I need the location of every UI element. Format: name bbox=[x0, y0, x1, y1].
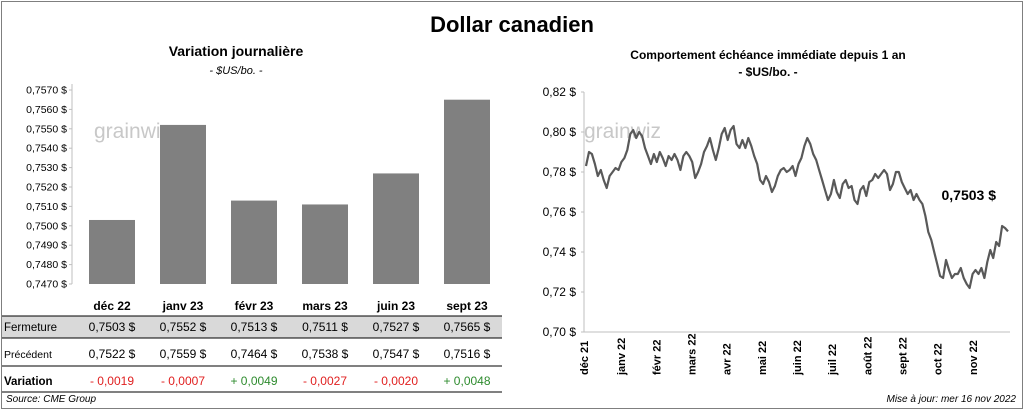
line-xtick-label: janv 22 bbox=[616, 338, 628, 376]
line-xtick-label: juin 22 bbox=[792, 340, 804, 376]
line-xtick-label: juil 22 bbox=[827, 344, 839, 376]
line-ytick-label: 0,72 $ bbox=[543, 285, 577, 299]
line-xtick-label: avr 22 bbox=[722, 343, 734, 375]
table-row-label: Précédent bbox=[4, 349, 52, 361]
bar-ytick-label: 0,7550 $ bbox=[26, 123, 67, 135]
bar-category-label: déc 22 bbox=[93, 299, 131, 313]
table-cell: - 0,0019 bbox=[90, 374, 134, 388]
bar bbox=[444, 99, 490, 284]
bar-category-label: sept 23 bbox=[446, 299, 488, 313]
bar-chart-subtitle: - $US/bo. - bbox=[209, 65, 263, 77]
bar-category-label: juin 23 bbox=[376, 299, 415, 313]
page-title: Dollar canadien bbox=[430, 12, 594, 37]
line-xtick-label: mars 22 bbox=[687, 333, 699, 375]
table-cell: 0,7522 $ bbox=[89, 347, 136, 361]
line-ytick-label: 0,78 $ bbox=[543, 165, 577, 179]
bar-ytick-label: 0,7510 $ bbox=[26, 201, 67, 213]
line-ytick-label: 0,76 $ bbox=[543, 205, 577, 219]
bar-category-label: mars 23 bbox=[302, 299, 348, 313]
bar-ytick-label: 0,7540 $ bbox=[26, 143, 67, 155]
update-note: Mise à jour: mer 16 nov 2022 bbox=[886, 394, 1016, 405]
bar-ytick-label: 0,7530 $ bbox=[26, 162, 67, 174]
table-cell: 0,7538 $ bbox=[302, 347, 349, 361]
table-cell: 0,7513 $ bbox=[231, 320, 278, 334]
series-line bbox=[584, 124, 1009, 290]
line-xtick-label: déc 21 bbox=[579, 341, 591, 375]
table-cell: 0,7547 $ bbox=[373, 347, 420, 361]
table-cell: 0,7559 $ bbox=[160, 347, 207, 361]
bar-ytick-label: 0,7520 $ bbox=[26, 182, 67, 194]
line-xtick-label: août 22 bbox=[862, 336, 874, 375]
table-row-label: Fermeture bbox=[4, 322, 57, 334]
bar bbox=[160, 124, 206, 284]
line-xtick-label: nov 22 bbox=[968, 340, 980, 375]
line-xtick-label: oct 22 bbox=[933, 343, 945, 375]
bar-watermark: grainwiz bbox=[94, 120, 171, 143]
table-cell: + 0,0048 bbox=[443, 374, 490, 388]
line-xtick-label: sept 22 bbox=[898, 337, 910, 375]
table-cell: 0,7511 $ bbox=[302, 320, 348, 334]
bar bbox=[302, 204, 348, 284]
table-cell: 0,7552 $ bbox=[160, 320, 207, 334]
bar-category-label: févr 23 bbox=[235, 299, 274, 313]
table-cell: 0,7527 $ bbox=[373, 320, 420, 334]
table-highlight-row bbox=[2, 316, 502, 338]
table-cell: 0,7565 $ bbox=[444, 320, 491, 334]
table-cell: - 0,0020 bbox=[374, 374, 418, 388]
last-value-label: 0,7503 $ bbox=[942, 187, 997, 203]
bar-ytick-label: 0,7570 $ bbox=[26, 85, 67, 97]
table-cell: 0,7503 $ bbox=[89, 320, 136, 334]
bar bbox=[231, 200, 277, 284]
bar-ytick-label: 0,7500 $ bbox=[26, 220, 67, 232]
table-cell: - 0,0027 bbox=[303, 374, 347, 388]
line-xtick-label: mai 22 bbox=[757, 341, 769, 375]
line-chart-title: Comportement échéance immédiate depuis 1… bbox=[630, 48, 905, 62]
source-note: Source: CME Group bbox=[6, 394, 97, 405]
bar-ytick-label: 0,7490 $ bbox=[26, 240, 67, 252]
line-ytick-label: 0,74 $ bbox=[543, 245, 577, 259]
line-chart-subtitle: - $US/bo. - bbox=[738, 65, 797, 79]
table-cell: 0,7516 $ bbox=[444, 347, 491, 361]
bar-chart-title: Variation journalière bbox=[169, 43, 304, 59]
line-xtick-label: févr 22 bbox=[651, 340, 663, 375]
line-ytick-label: 0,70 $ bbox=[543, 325, 577, 339]
line-ytick-label: 0,80 $ bbox=[543, 125, 577, 139]
bar bbox=[89, 219, 135, 284]
bar-category-label: janv 23 bbox=[162, 299, 204, 313]
bar bbox=[373, 173, 419, 284]
bar-ytick-label: 0,7470 $ bbox=[26, 279, 67, 291]
bar-ytick-label: 0,7480 $ bbox=[26, 259, 67, 271]
table-cell: 0,7464 $ bbox=[231, 347, 278, 361]
table-row-label: Variation bbox=[4, 376, 53, 388]
table-cell: - 0,0007 bbox=[161, 374, 205, 388]
line-ytick-label: 0,82 $ bbox=[543, 85, 577, 99]
table-cell: + 0,0049 bbox=[230, 374, 277, 388]
bar-ytick-label: 0,7560 $ bbox=[26, 104, 67, 116]
line-watermark: grainwiz bbox=[584, 120, 661, 143]
